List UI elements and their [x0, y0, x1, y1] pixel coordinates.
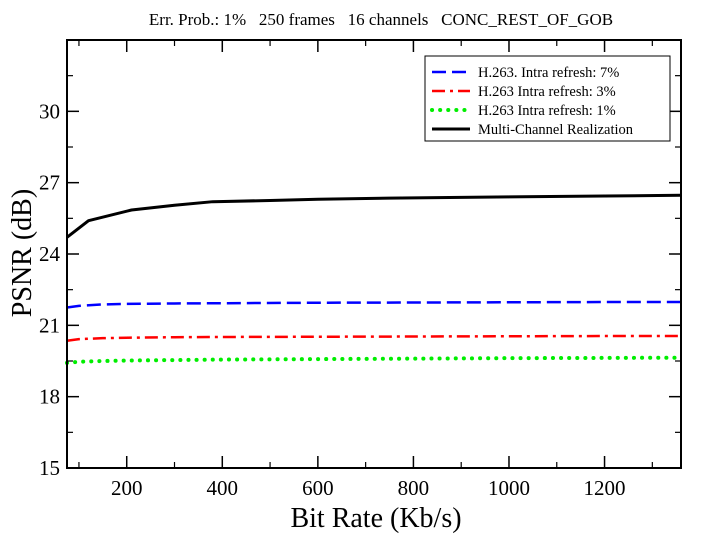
chart-title: Err. Prob.: 1% 250 frames 16 channels CO…	[149, 10, 613, 29]
x-tick-label: 600	[302, 476, 334, 500]
x-axis-label: Bit Rate (Kb/s)	[290, 503, 461, 534]
ticks-layer: 200 400 600 800 1000 1200 15 18 21 24 27 30	[39, 40, 681, 500]
y-axis-label: PSNR (dB)	[7, 189, 38, 317]
legend-label-3: H.263 Intra refresh: 1%	[478, 103, 616, 119]
y-tick-label: 18	[39, 385, 60, 409]
y-tick-label: 24	[39, 242, 61, 266]
legend-label-1: H.263. Intra refresh: 7%	[478, 65, 619, 81]
x-tick-label: 800	[398, 476, 430, 500]
legend: H.263. Intra refresh: 7% H.263 Intra refr…	[424, 55, 671, 142]
series-line-2	[66, 334, 681, 343]
x-tick-label: 1000	[488, 476, 530, 500]
x-tick-label: 200	[111, 476, 143, 500]
legend-box	[424, 55, 671, 142]
series-layer	[65, 193, 683, 365]
x-tick-label: 400	[207, 476, 239, 500]
y-tick-label: 27	[39, 171, 60, 195]
series-line-4	[66, 193, 682, 239]
y-tick-label: 15	[39, 456, 60, 480]
y-tick-label: 21	[39, 313, 60, 337]
series-line-1	[66, 300, 681, 309]
legend-label-2: H.263 Intra refresh: 3%	[478, 84, 616, 100]
legend-label-4: Multi-Channel Realization	[478, 122, 634, 138]
x-tick-label: 1200	[584, 476, 626, 500]
series-line-3	[65, 355, 683, 365]
y-tick-label: 30	[39, 99, 60, 123]
